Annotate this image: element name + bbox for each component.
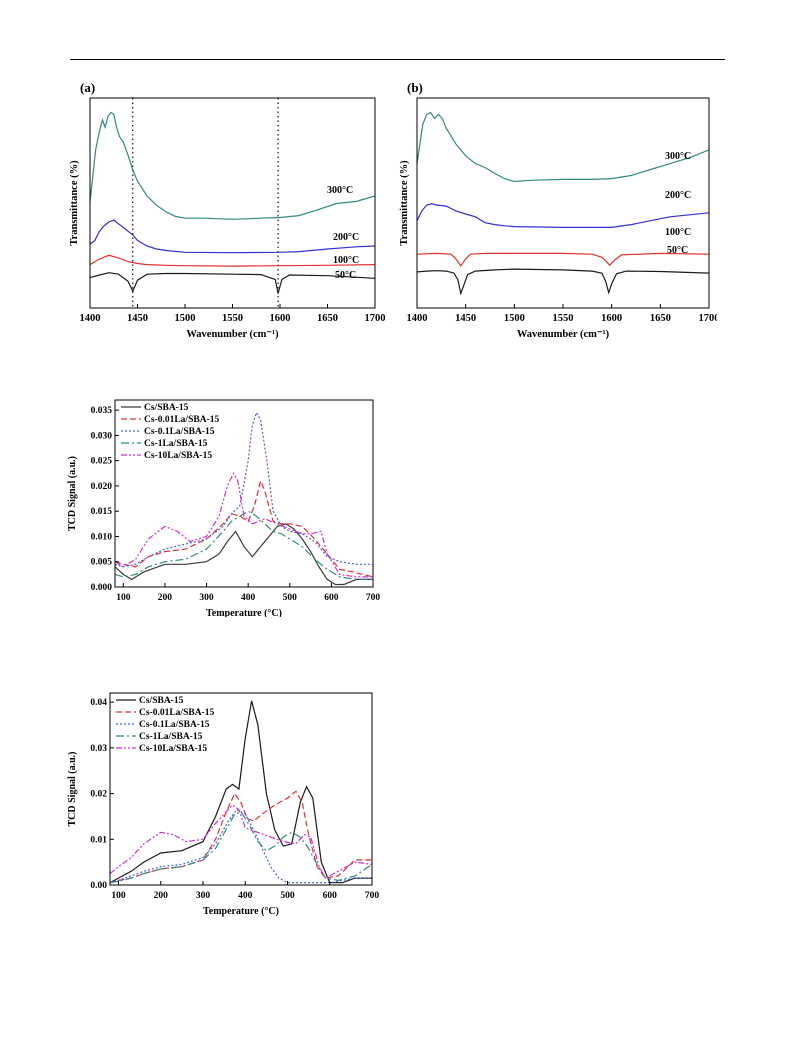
x-tick-label: 1550: [553, 313, 574, 324]
y-tick-label: 0.010: [91, 532, 113, 542]
series-line-0: [110, 700, 372, 884]
x-tick-label: 700: [366, 593, 381, 603]
x-tick-label: 300: [199, 593, 214, 603]
series-line-0: [417, 268, 709, 296]
plot-frame: [109, 692, 373, 886]
legend-entry: Cs-1La/SBA-15: [144, 439, 208, 449]
page-header-rule: [70, 59, 725, 60]
x-tick-label: 400: [238, 891, 253, 901]
series-annotation-0: 300°C: [327, 185, 353, 196]
series-line-2: [115, 411, 373, 568]
tpd-chart-top: 100 200 300 400 500 600 700 0.000 0.005 0.010 0.01…: [67, 399, 381, 617]
y-tick-label: 0.030: [91, 431, 113, 441]
y-tick-label: 0.00: [90, 881, 107, 891]
legend-entry: Cs-1La/SBA-15: [139, 732, 203, 742]
plot-frame: [416, 97, 710, 309]
series-line-3: [90, 111, 375, 220]
y-tick-label: 0.04: [90, 698, 107, 708]
x-tick-label: 1650: [317, 313, 338, 324]
x-tick-label: 600: [323, 891, 338, 901]
legend-entry: Cs-0.01La/SBA-15: [144, 415, 219, 425]
series-line-0: [90, 272, 375, 294]
series-line-1: [417, 252, 709, 268]
series-line-2: [90, 219, 375, 254]
x-axis-label: Temperature (°C): [206, 608, 282, 617]
series-annotation-1: 200°C: [333, 232, 359, 243]
plot-frame: [114, 399, 374, 588]
series-annotation-2: 100°C: [665, 227, 691, 238]
y-axis-label: TCD Signal (a.u.): [67, 751, 78, 826]
series-annotation-3: 50°C: [667, 245, 688, 256]
legend-entry: Cs/SBA-15: [139, 696, 184, 706]
x-tick-label: 200: [154, 891, 169, 901]
y-tick-label: 0.025: [91, 457, 113, 467]
series-line-1: [90, 254, 375, 267]
legend-entry: Cs/SBA-15: [144, 403, 189, 413]
series-line-2: [417, 203, 709, 228]
series-annotation-2: 100°C: [333, 255, 359, 266]
x-tick-label: 300: [196, 891, 211, 901]
series-line-2: [110, 808, 372, 884]
series-line-1: [110, 790, 372, 884]
ir-spectrum-chart-a: 1400 1450 1500 1550 1600 1650 1700 Wavenumber (…: [69, 80, 386, 340]
x-tick-label: 1700: [699, 313, 718, 324]
y-tick-label: 0.000: [91, 583, 113, 593]
x-tick-label: 700: [365, 891, 380, 901]
x-tick-label: 1550: [222, 313, 243, 324]
x-tick-label: 600: [324, 593, 339, 603]
legend-entry: Cs-10La/SBA-15: [139, 744, 207, 754]
panel-label: (b): [407, 80, 423, 95]
x-tick-label: 400: [241, 593, 256, 603]
y-tick-label: 0.01: [90, 835, 107, 845]
x-axis-label: Wavenumber (cm⁻¹): [517, 329, 610, 340]
y-tick-label: 0.015: [91, 507, 113, 517]
panel-label: (a): [80, 80, 95, 95]
x-tick-label: 1450: [455, 313, 476, 324]
y-tick-label: 0.005: [91, 558, 113, 568]
x-tick-label: 100: [116, 593, 130, 603]
series-line-3: [115, 510, 373, 580]
x-axis-label: Temperature (°C): [203, 906, 279, 917]
x-tick-label: 500: [280, 891, 295, 901]
legend-entry: Cs-10La/SBA-15: [144, 451, 212, 461]
x-tick-label: 200: [158, 593, 173, 603]
tpd-chart-bottom: 100 200 300 400 500 600 700 0.00 0.01 0.02 0.03 0.0…: [67, 692, 380, 917]
y-tick-label: 0.03: [90, 744, 107, 754]
y-axis-label: TCD Signal (a.u.): [67, 456, 78, 531]
y-tick-label: 0.020: [91, 482, 113, 492]
series-annotation-3: 50°C: [335, 270, 356, 281]
x-axis-label: Wavenumber (cm⁻¹): [186, 329, 279, 340]
series-line-0: [115, 523, 373, 586]
x-tick-label: 1500: [504, 313, 525, 324]
legend-entry: Cs-0.01La/SBA-15: [139, 708, 214, 718]
legend-entry: Cs-0.1La/SBA-15: [144, 427, 215, 437]
y-tick-label: 0.02: [90, 790, 107, 800]
x-tick-label: 1600: [601, 313, 622, 324]
series-annotation-0: 300°C: [665, 151, 691, 162]
series-line-3: [417, 111, 709, 183]
series-line-4: [110, 804, 372, 879]
x-tick-label: 500: [283, 593, 298, 603]
x-tick-label: 1400: [407, 313, 428, 324]
series-line-1: [115, 478, 373, 578]
x-tick-label: 1450: [127, 313, 148, 324]
legend-entry: Cs-0.1La/SBA-15: [139, 720, 210, 730]
y-axis-label: Transmittance (%): [399, 160, 410, 246]
x-tick-label: 100: [111, 891, 126, 901]
y-tick-label: 0.035: [91, 406, 113, 416]
x-tick-label: 1650: [650, 313, 671, 324]
x-tick-label: 1500: [175, 313, 196, 324]
series-annotation-1: 200°C: [665, 190, 691, 201]
series-line-4: [115, 472, 373, 578]
series-line-3: [110, 811, 372, 884]
y-axis-label: Transmittance (%): [69, 160, 80, 246]
x-tick-label: 1700: [365, 313, 386, 324]
x-tick-label: 1600: [270, 313, 291, 324]
ir-spectrum-chart-b: 1400 1450 1500 1550 1600 1650 1700 Wavenumber (…: [399, 80, 718, 340]
x-tick-label: 1400: [80, 313, 101, 324]
